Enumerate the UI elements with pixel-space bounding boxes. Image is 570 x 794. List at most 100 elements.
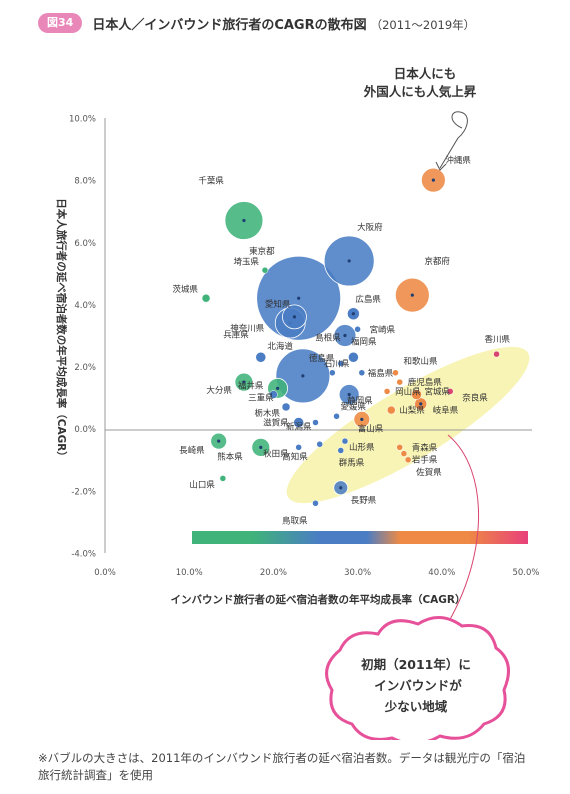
figure-number-badge: 図34 xyxy=(38,13,83,33)
point-label: 長野県 xyxy=(351,496,377,506)
data-point xyxy=(396,444,403,451)
figure-title-years: （2011〜2019年） xyxy=(370,17,476,32)
point-label: 埼玉県 xyxy=(233,256,259,267)
axes xyxy=(104,118,532,553)
data-point xyxy=(354,326,361,333)
data-point xyxy=(387,405,396,415)
data-point xyxy=(329,369,336,377)
point-label: 宮城県 xyxy=(425,387,451,398)
point-label: 茨城県 xyxy=(173,284,199,295)
data-point-center xyxy=(301,374,305,378)
point-label: 三重県 xyxy=(248,392,274,403)
y-tick-label: 0.0% xyxy=(74,425,96,435)
data-point-center xyxy=(217,439,221,443)
color-gradient-bar xyxy=(192,531,528,544)
point-label: 秋田県 xyxy=(263,448,289,459)
data-point-center xyxy=(242,380,246,384)
data-point xyxy=(337,447,345,454)
point-label: 山口県 xyxy=(189,479,215,490)
data-point xyxy=(269,390,278,399)
data-point-center xyxy=(343,333,347,338)
point-label: 鹿児島県 xyxy=(408,377,443,388)
data-point-center xyxy=(347,259,351,263)
figure-title: 日本人／インバウンド旅行者のCAGRの散布図 （2011〜2019年） xyxy=(92,14,475,33)
data-point-center xyxy=(419,402,423,406)
scatter-chart: 10.0% 8.0% 6.0% 4.0% 2.0% 0.0% -2.0% -4.0% 0.0%… xyxy=(55,66,540,740)
point-label: 奈良県 xyxy=(462,392,488,403)
y-axis-title: 日本人旅行者の延べ宿泊者数の年平均成長率（CAGR） xyxy=(55,198,68,462)
bottom-annotation-connector xyxy=(439,434,479,637)
point-label: 神奈川県 xyxy=(230,323,265,334)
point-label: 新潟県 xyxy=(286,422,312,433)
point-label: 鳥取県 xyxy=(282,515,308,526)
point-label: 宮崎県 xyxy=(370,324,396,335)
x-tick-label: 30.0% xyxy=(344,568,371,578)
point-label: 山形県 xyxy=(349,442,375,453)
data-point-center xyxy=(347,392,351,397)
y-tick-label: 6.0% xyxy=(74,239,96,249)
point-label: 高知県 xyxy=(282,451,308,462)
data-point xyxy=(400,450,408,457)
point-label: 沖縄県 xyxy=(445,155,471,166)
point-label: 栃木県 xyxy=(255,408,281,419)
footnote-line2: 旅行統計調査」を使用 xyxy=(38,768,153,782)
y-tick-label: 10.0% xyxy=(69,115,96,125)
y-tick-label: -2.0% xyxy=(71,487,96,497)
point-label: 群馬県 xyxy=(339,457,365,468)
point-label: 大阪府 xyxy=(357,222,383,233)
bottom-annotation: 初期（2011年）に インバウンドが 少ない地域 xyxy=(325,434,510,740)
point-label: 福島県 xyxy=(368,368,394,379)
data-point xyxy=(358,369,366,377)
data-point xyxy=(219,475,227,482)
point-label: 和歌山県 xyxy=(403,356,438,367)
point-label: 佐賀県 xyxy=(416,467,442,478)
point-label: 山梨県 xyxy=(399,405,425,416)
footnote-line1: ※バブルの大きさは、2011年のインバウンド旅行者の延べ宿泊者数。データは観光庁… xyxy=(38,751,526,765)
x-tick-labels: 0.0% 10.0% 20.0% 30.0% 40.0% 50.0% xyxy=(94,568,539,578)
footnote: ※バブルの大きさは、2011年のインバウンド旅行者の延べ宿泊者数。データは観光庁… xyxy=(38,750,538,784)
point-label: 青森県 xyxy=(412,442,438,453)
data-point xyxy=(383,388,391,395)
y-tick-label: 2.0% xyxy=(74,363,96,373)
data-point xyxy=(392,369,399,377)
x-axis-title: インバウンド旅行者の延べ宿泊者数の年平均成長率（CAGR） xyxy=(170,593,465,606)
data-point-center xyxy=(276,386,280,390)
top-annotation-arrow xyxy=(439,111,468,169)
x-tick-label: 50.0% xyxy=(512,568,539,578)
data-point xyxy=(396,378,403,386)
data-point xyxy=(255,352,267,363)
data-point xyxy=(411,389,422,400)
x-tick-label: 20.0% xyxy=(260,568,287,578)
point-label: 東京都 xyxy=(249,246,275,257)
data-point-center xyxy=(259,445,263,449)
top-annotation-arrowhead xyxy=(435,161,447,171)
highlight-ellipse xyxy=(286,346,530,504)
point-label: 広島県 xyxy=(355,294,381,305)
data-point xyxy=(333,413,340,420)
point-label: 石川県 xyxy=(324,359,350,369)
figure-header: 図34 日本人／インバウンド旅行者のCAGRの散布図 （2011〜2019年） xyxy=(38,12,475,34)
point-label: 愛知県 xyxy=(265,299,291,310)
point-label: 富山県 xyxy=(358,423,384,434)
top-annotation-line1: 日本人にも xyxy=(394,66,457,81)
point-label: 島根県 xyxy=(315,332,341,343)
data-point-center xyxy=(410,293,414,297)
top-annotation: 日本人にも 外国人にも人気上昇 xyxy=(363,66,477,171)
point-label: 岩手県 xyxy=(412,455,438,466)
data-point-center xyxy=(297,296,301,300)
data-point xyxy=(312,500,319,507)
data-point xyxy=(404,456,412,464)
data-point-center xyxy=(431,178,435,182)
data-point-center xyxy=(351,312,355,316)
data-point xyxy=(201,293,211,303)
data-point xyxy=(493,350,500,358)
point-label: 熊本県 xyxy=(217,451,243,462)
data-point-center xyxy=(339,486,343,490)
bottom-annotation-line1: 初期（2011年）に xyxy=(361,657,471,672)
figure-title-text: 日本人／インバウンド旅行者のCAGRの散布図 xyxy=(92,17,367,33)
x-tick-label: 40.0% xyxy=(428,568,455,578)
point-label: 岡山県 xyxy=(395,386,421,397)
data-point xyxy=(312,419,319,426)
bottom-annotation-line2: インバウンドが xyxy=(374,678,462,693)
